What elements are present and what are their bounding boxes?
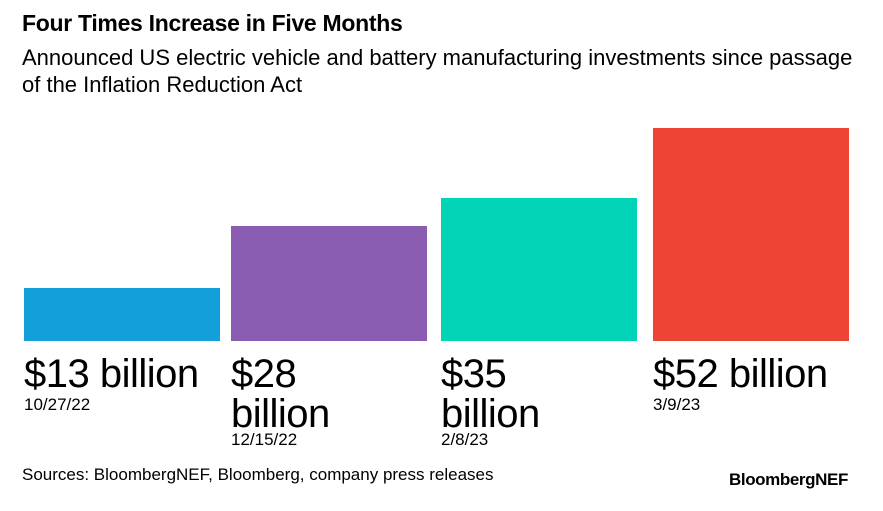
date-label-2: 12/15/22 (231, 430, 298, 449)
chart-title: Four Times Increase in Five Months (22, 10, 403, 36)
date-label-3: 2/8/23 (441, 430, 489, 449)
value-label-4: $52 billion (653, 352, 828, 396)
date-label-1: 10/27/22 (24, 395, 91, 414)
bar-1 (24, 287, 220, 341)
sources-note: Sources: BloombergNEF, Bloomberg, compan… (22, 465, 494, 484)
bar-2 (231, 226, 427, 341)
bar-4 (653, 127, 849, 341)
chart-subtitle: Announced US electric vehicle and batter… (22, 45, 853, 97)
value-label-2: $28 billion (231, 352, 330, 436)
date-label-4: 3/9/23 (653, 395, 701, 414)
bar-3 (441, 197, 637, 341)
value-label-1: $13 billion (24, 352, 199, 396)
value-label-3: $35 billion (441, 352, 540, 436)
brand-logo: BloombergNEF (729, 470, 848, 489)
